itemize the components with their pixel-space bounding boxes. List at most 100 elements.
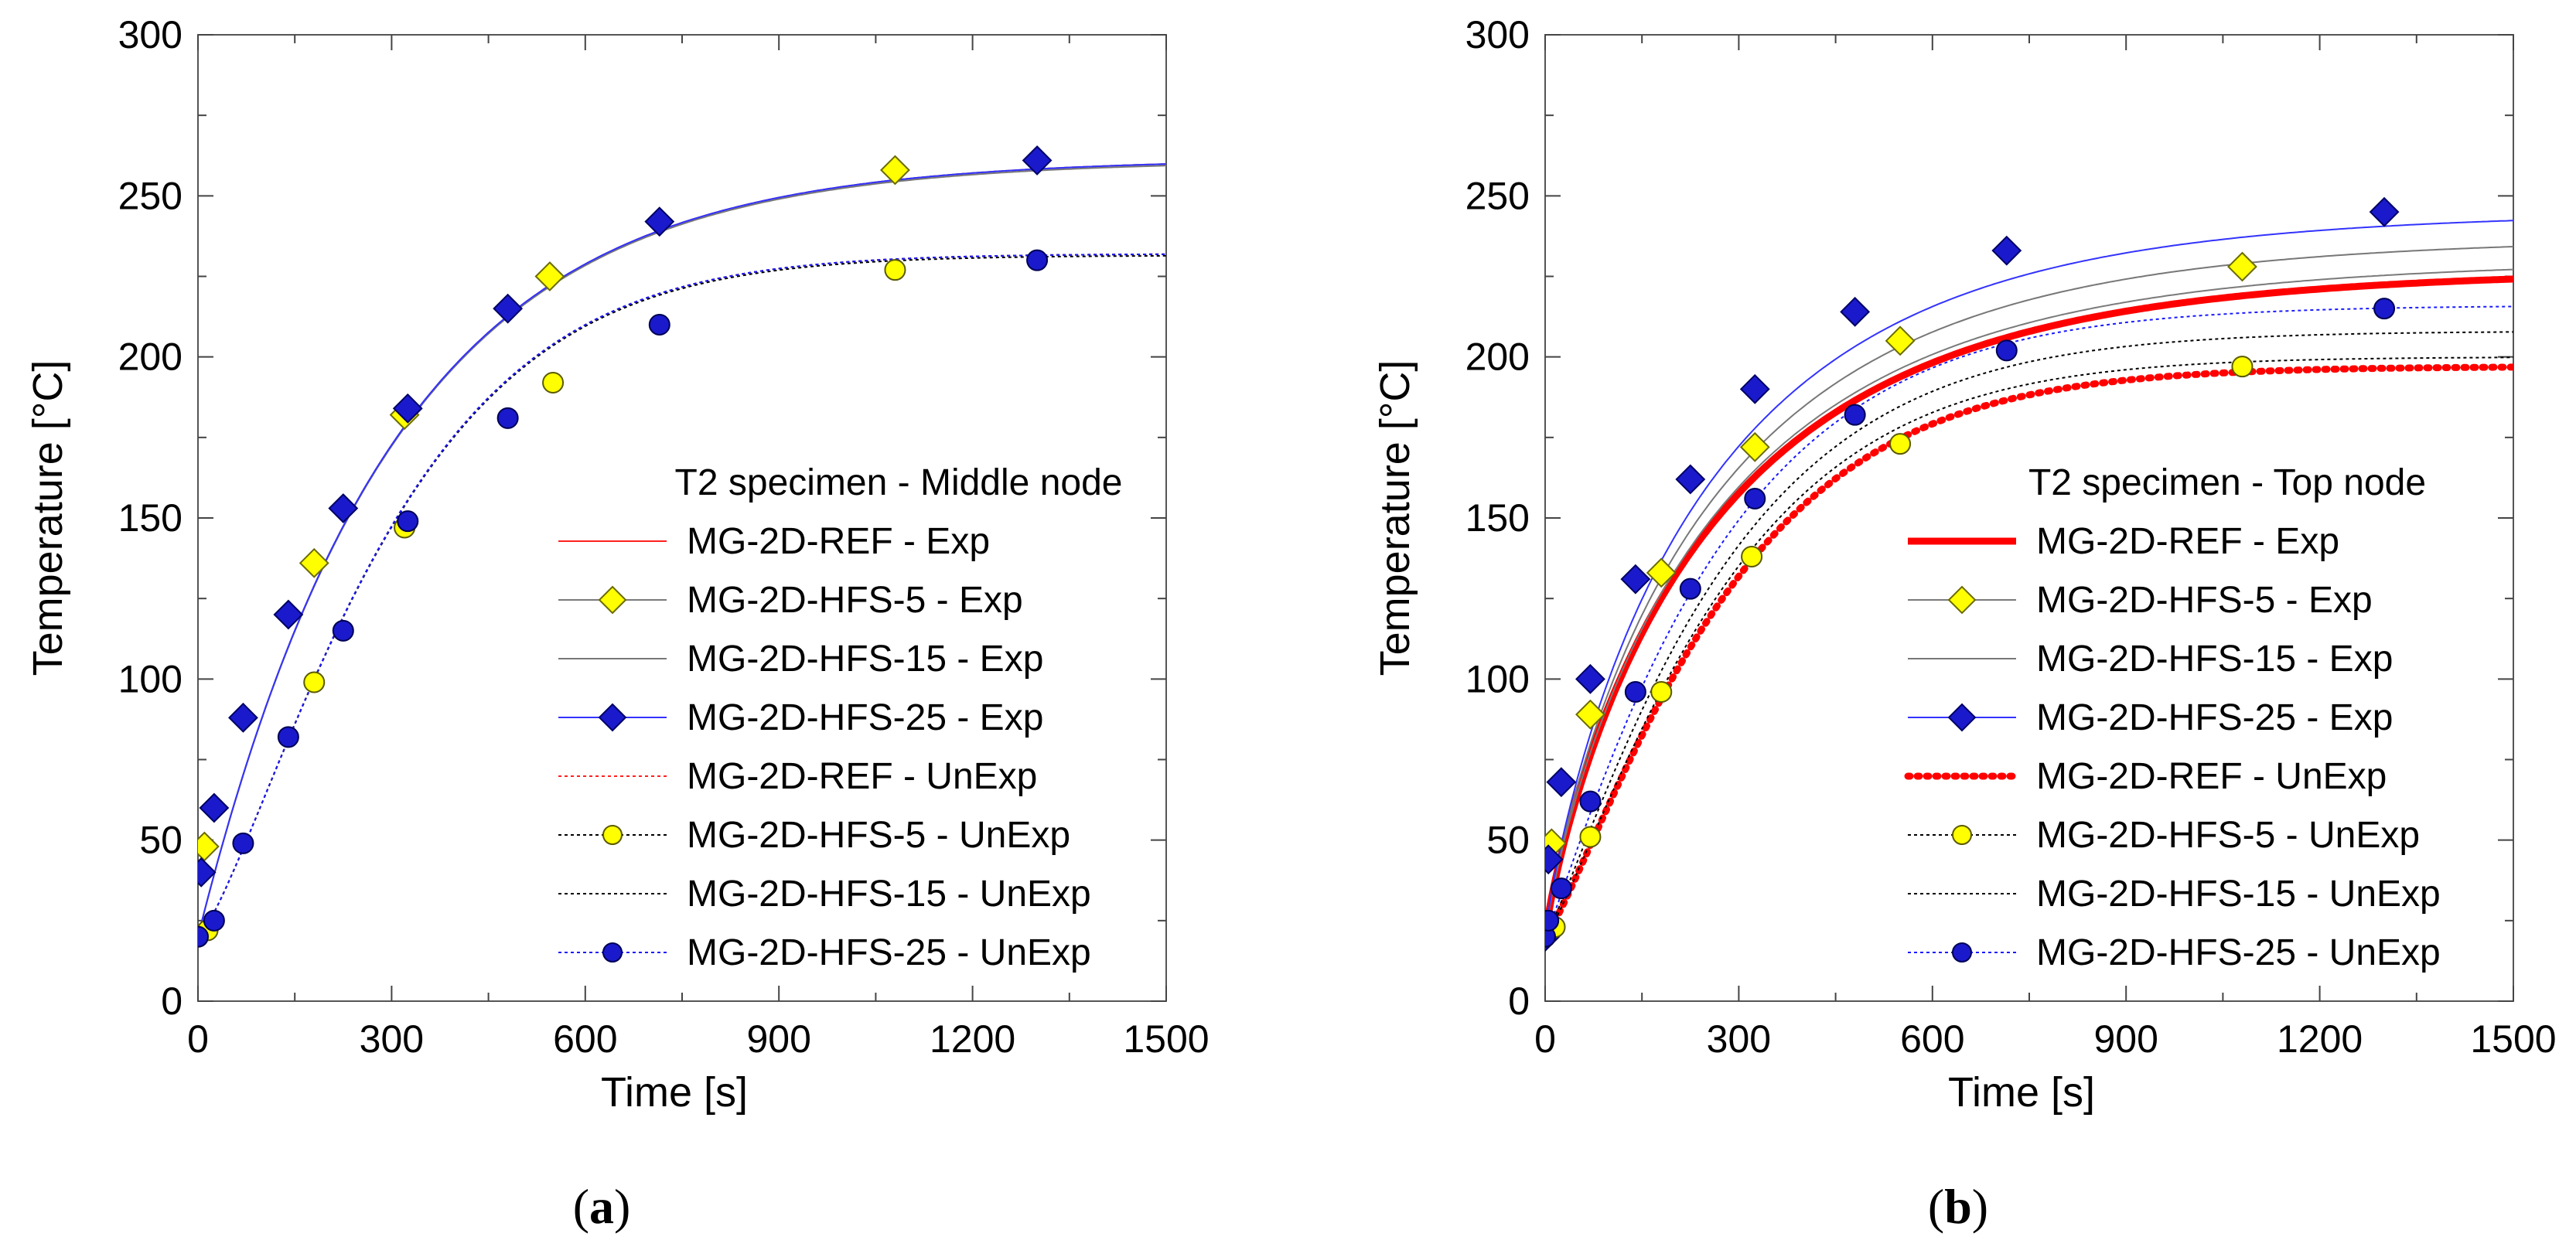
- data-point-series-2: [1739, 431, 1770, 462]
- data-point-series-4: [2369, 196, 2400, 227]
- data-point-series-8: [332, 619, 354, 642]
- series-line-5: [1545, 363, 2513, 941]
- series-line-4: [1545, 220, 2513, 937]
- legend-label: MG-2D-HFS-25 - UnExp: [2036, 932, 2441, 973]
- legend-label: MG-2D-HFS-25 - Exp: [687, 697, 1043, 738]
- legend-swatch-marker: [1952, 825, 1972, 845]
- panel-label-letter: a: [589, 1179, 614, 1234]
- data-point-series-6: [2231, 356, 2254, 378]
- y-tick-label: 50: [139, 819, 183, 862]
- legend-title: T2 specimen - Middle node: [675, 462, 1123, 503]
- x-tick-label: 300: [360, 1017, 424, 1061]
- data-point-series-8: [397, 510, 419, 533]
- data-point-series-6: [542, 372, 565, 394]
- panel-label-open: (: [573, 1179, 589, 1234]
- data-point-series-8: [198, 925, 209, 948]
- y-tick-label: 200: [1465, 336, 1530, 379]
- data-point-series-2: [1575, 699, 1605, 730]
- y-tick-label: 0: [161, 980, 183, 1023]
- data-point-series-2: [1885, 325, 1916, 356]
- data-point-series-4: [1546, 767, 1577, 798]
- y-tick-label: 250: [118, 174, 183, 217]
- data-point-series-8: [1844, 404, 1866, 426]
- plot-frame: [1544, 34, 2514, 1002]
- data-point-series-6: [1889, 433, 1912, 455]
- series-line-8: [1545, 305, 2513, 938]
- data-point-series-8: [1579, 790, 1602, 813]
- data-point-series-4: [1991, 235, 2022, 266]
- data-point-series-4: [392, 393, 423, 424]
- data-point-series-2: [534, 261, 565, 291]
- data-point-series-4: [493, 293, 524, 324]
- legend: T2 specimen - Top node MG-2D-REF - Exp MG-…: [1904, 462, 2441, 973]
- data-point-series-8: [232, 832, 254, 854]
- panel-label-close: ): [1972, 1179, 1988, 1234]
- x-tick-label: 600: [553, 1017, 617, 1061]
- x-tick-label: 1200: [2277, 1017, 2363, 1061]
- legend-swatch-marker: [602, 942, 623, 963]
- data-point-series-6: [884, 259, 906, 281]
- legend-label: MG-2D-HFS-5 - UnExp: [2036, 815, 2420, 856]
- series-line-4: [198, 163, 1166, 937]
- y-tick-label: 300: [1465, 13, 1530, 56]
- panel-label-letter: b: [1944, 1179, 1972, 1234]
- x-tick-label: 0: [187, 1017, 209, 1061]
- legend-title: T2 specimen - Top node: [2028, 462, 2426, 503]
- series-line-1: [1545, 275, 2513, 938]
- data-point-series-6: [1650, 681, 1673, 703]
- data-point-series-8: [648, 314, 670, 336]
- data-point-series-8: [1624, 681, 1646, 703]
- y-tick-label: 150: [1465, 496, 1530, 540]
- series-line-7: [198, 254, 1166, 938]
- x-tick-label: 1500: [2470, 1017, 2556, 1061]
- data-point-series-8: [1679, 578, 1701, 600]
- data-point-series-4: [644, 206, 675, 237]
- y-axis-label: Temperature [°C]: [1372, 360, 1418, 676]
- legend-swatch-marker: [1947, 585, 1977, 615]
- y-tick-label: 50: [1486, 819, 1530, 862]
- y-tick-label: 250: [1465, 174, 1530, 217]
- legend-label: MG-2D-HFS-15 - Exp: [687, 639, 1043, 680]
- y-tick-label: 150: [118, 496, 183, 540]
- x-axis-label: Time [s]: [601, 1069, 748, 1116]
- legend-label: MG-2D-HFS-15 - Exp: [2036, 639, 2393, 680]
- data-point-series-4: [198, 857, 217, 888]
- x-tick-label: 0: [1534, 1017, 1556, 1061]
- y-tick-label: 300: [118, 13, 183, 56]
- legend-swatch-marker: [598, 585, 627, 615]
- legend-label: MG-2D-HFS-5 - Exp: [2036, 580, 2373, 621]
- x-tick-label: 600: [1900, 1017, 1964, 1061]
- legend-label: MG-2D-HFS-25 - UnExp: [687, 932, 1091, 973]
- legend-swatch-marker: [602, 825, 623, 845]
- data-point-series-2: [880, 155, 910, 186]
- data-point-series-4: [199, 792, 230, 823]
- data-point-series-4: [328, 493, 359, 523]
- y-tick-label: 0: [1508, 980, 1530, 1023]
- data-point-series-2: [2227, 251, 2257, 282]
- data-point-series-8: [1744, 488, 1766, 509]
- x-tick-label: 900: [2093, 1017, 2158, 1061]
- data-point-series-4: [1620, 564, 1651, 595]
- data-point-series-8: [2373, 298, 2396, 320]
- legend-label: MG-2D-HFS-5 - UnExp: [687, 815, 1070, 856]
- legend-swatch-marker: [1952, 942, 1972, 963]
- panel-label-close: ): [614, 1179, 630, 1234]
- plot-area: [198, 145, 1166, 948]
- legend-label: MG-2D-REF - UnExp: [687, 756, 1037, 797]
- x-tick-label: 1500: [1123, 1017, 1209, 1061]
- y-tick-label: 100: [1465, 657, 1530, 700]
- data-point-series-8: [1995, 339, 2018, 362]
- chart-panel-b: 0 300 600 900 1200 1500 0 50 100 150 200 250 300 Time…: [1372, 13, 2557, 1234]
- plot-area: [1545, 196, 2513, 952]
- data-point-series-6: [1579, 826, 1602, 848]
- legend-label: MG-2D-HFS-15 - UnExp: [2036, 874, 2441, 915]
- legend-label: MG-2D-HFS-15 - UnExp: [687, 874, 1091, 915]
- panel-label: (a): [573, 1179, 631, 1234]
- data-point-series-8: [277, 726, 299, 748]
- data-point-series-4: [228, 702, 258, 733]
- data-point-series-4: [273, 599, 304, 630]
- data-point-series-6: [303, 671, 326, 693]
- data-point-series-8: [496, 407, 519, 429]
- legend-label: MG-2D-HFS-25 - Exp: [2036, 697, 2393, 738]
